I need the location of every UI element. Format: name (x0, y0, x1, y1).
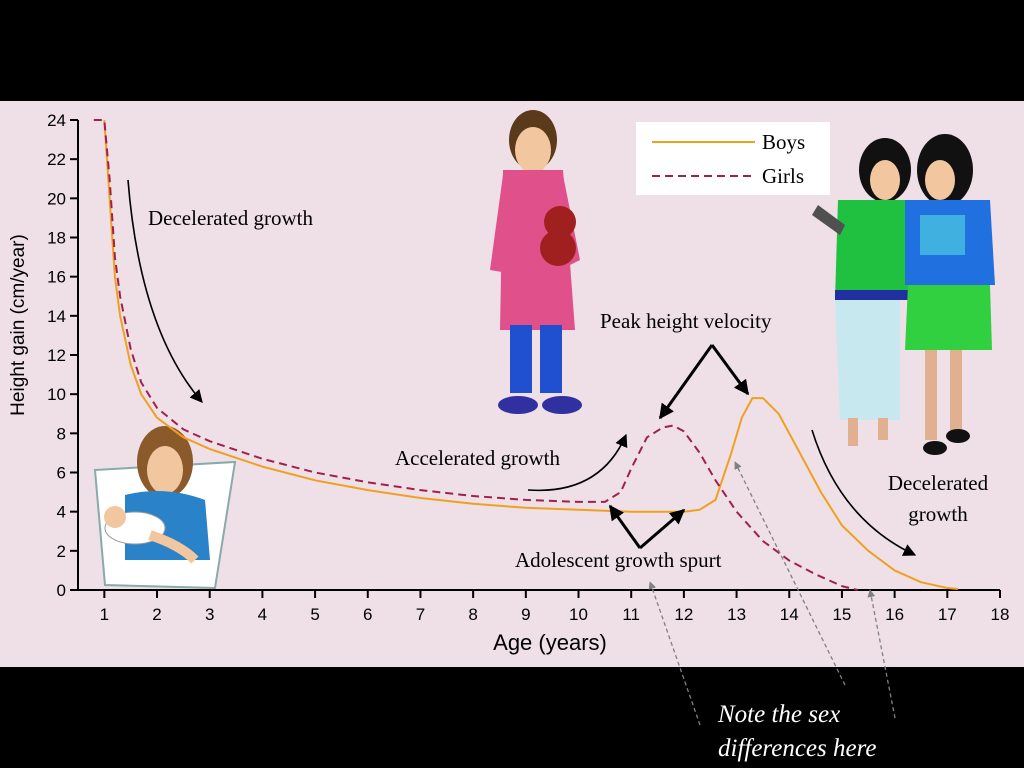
teenage-girls-illustration (812, 134, 995, 455)
decelerated-growth-arrow (127, 179, 203, 403)
legend-box (636, 122, 830, 195)
peak-velocity-arrow-boys (710, 344, 750, 396)
y-tick-label: 22 (47, 150, 66, 169)
x-tick-label: 6 (363, 605, 372, 624)
annotation-peak-height-velocity: Peak height velocity (600, 309, 772, 333)
peak-velocity-arrow-girls (658, 344, 714, 420)
x-tick-label: 15 (832, 605, 851, 624)
annotation-late-decelerated: Decelerated (888, 471, 989, 495)
x-tick-label: 11 (622, 605, 640, 624)
y-tick-label: 24 (47, 111, 66, 130)
y-tick-label: 0 (57, 581, 66, 600)
x-tick-label: 9 (521, 605, 530, 624)
note-text-line2: differences here (718, 735, 877, 762)
legend-label-boys: Boys (762, 130, 805, 154)
note-text-line1: Note the sex (717, 701, 840, 728)
annotation-decelerated-growth: Decelerated growth (148, 206, 313, 230)
accelerated-growth-arrow (527, 433, 628, 492)
x-tick-label: 17 (938, 605, 957, 624)
x-tick-label: 10 (569, 605, 588, 624)
x-tick-label: 1 (100, 605, 109, 624)
x-tick-label: 13 (727, 605, 746, 624)
y-tick-label: 18 (47, 229, 66, 248)
y-tick-label: 6 (57, 464, 66, 483)
note-arrows (648, 461, 896, 726)
mother-and-baby-illustration (93, 426, 237, 590)
y-axis-label: Height gain (cm/year) (8, 234, 29, 416)
y-tick-label: 14 (47, 307, 66, 326)
y-tick-label: 2 (57, 542, 66, 561)
y-tick-label: 8 (57, 424, 66, 443)
y-tick-label: 16 (47, 268, 66, 287)
late-decelerated-growth-arrow (811, 429, 917, 556)
note-arrow-spurt (648, 581, 701, 726)
note-arrow-end (867, 589, 896, 719)
x-ticks: 1 2 3 4 5 6 7 8 9 10 11 12 13 14 15 16 17 18 (100, 590, 1010, 624)
series-line-girls (93, 119, 858, 591)
legend-label-girls: Girls (762, 164, 804, 188)
x-tick-label: 18 (991, 605, 1010, 624)
annotation-arrows (127, 179, 917, 556)
x-tick-label: 8 (468, 605, 477, 624)
annotation-accelerated-growth: Accelerated growth (395, 446, 560, 470)
annotation-adolescent-growth-spurt: Adolescent growth spurt (515, 548, 722, 572)
growth-spurt-arrow-boys (639, 508, 686, 550)
y-tick-label: 12 (47, 346, 66, 365)
y-tick-label: 4 (57, 503, 66, 522)
annotation-late-growth: growth (908, 502, 968, 526)
series-layer (93, 119, 958, 591)
x-tick-label: 12 (674, 605, 693, 624)
x-axis-label: Age (years) (493, 630, 607, 655)
x-tick-label: 14 (780, 605, 799, 624)
y-tick-label: 10 (47, 385, 66, 404)
child-in-robe-illustration (490, 110, 582, 414)
x-tick-label: 3 (205, 605, 214, 624)
series-line-boys (103, 119, 958, 590)
x-tick-label: 7 (416, 605, 425, 624)
x-tick-label: 2 (152, 605, 161, 624)
legend: Boys Girls (636, 122, 830, 195)
x-tick-label: 16 (885, 605, 904, 624)
growth-spurt-arrow-girls (608, 504, 642, 549)
x-tick-label: 4 (258, 605, 267, 624)
x-tick-label: 5 (310, 605, 319, 624)
y-tick-label: 20 (47, 189, 66, 208)
